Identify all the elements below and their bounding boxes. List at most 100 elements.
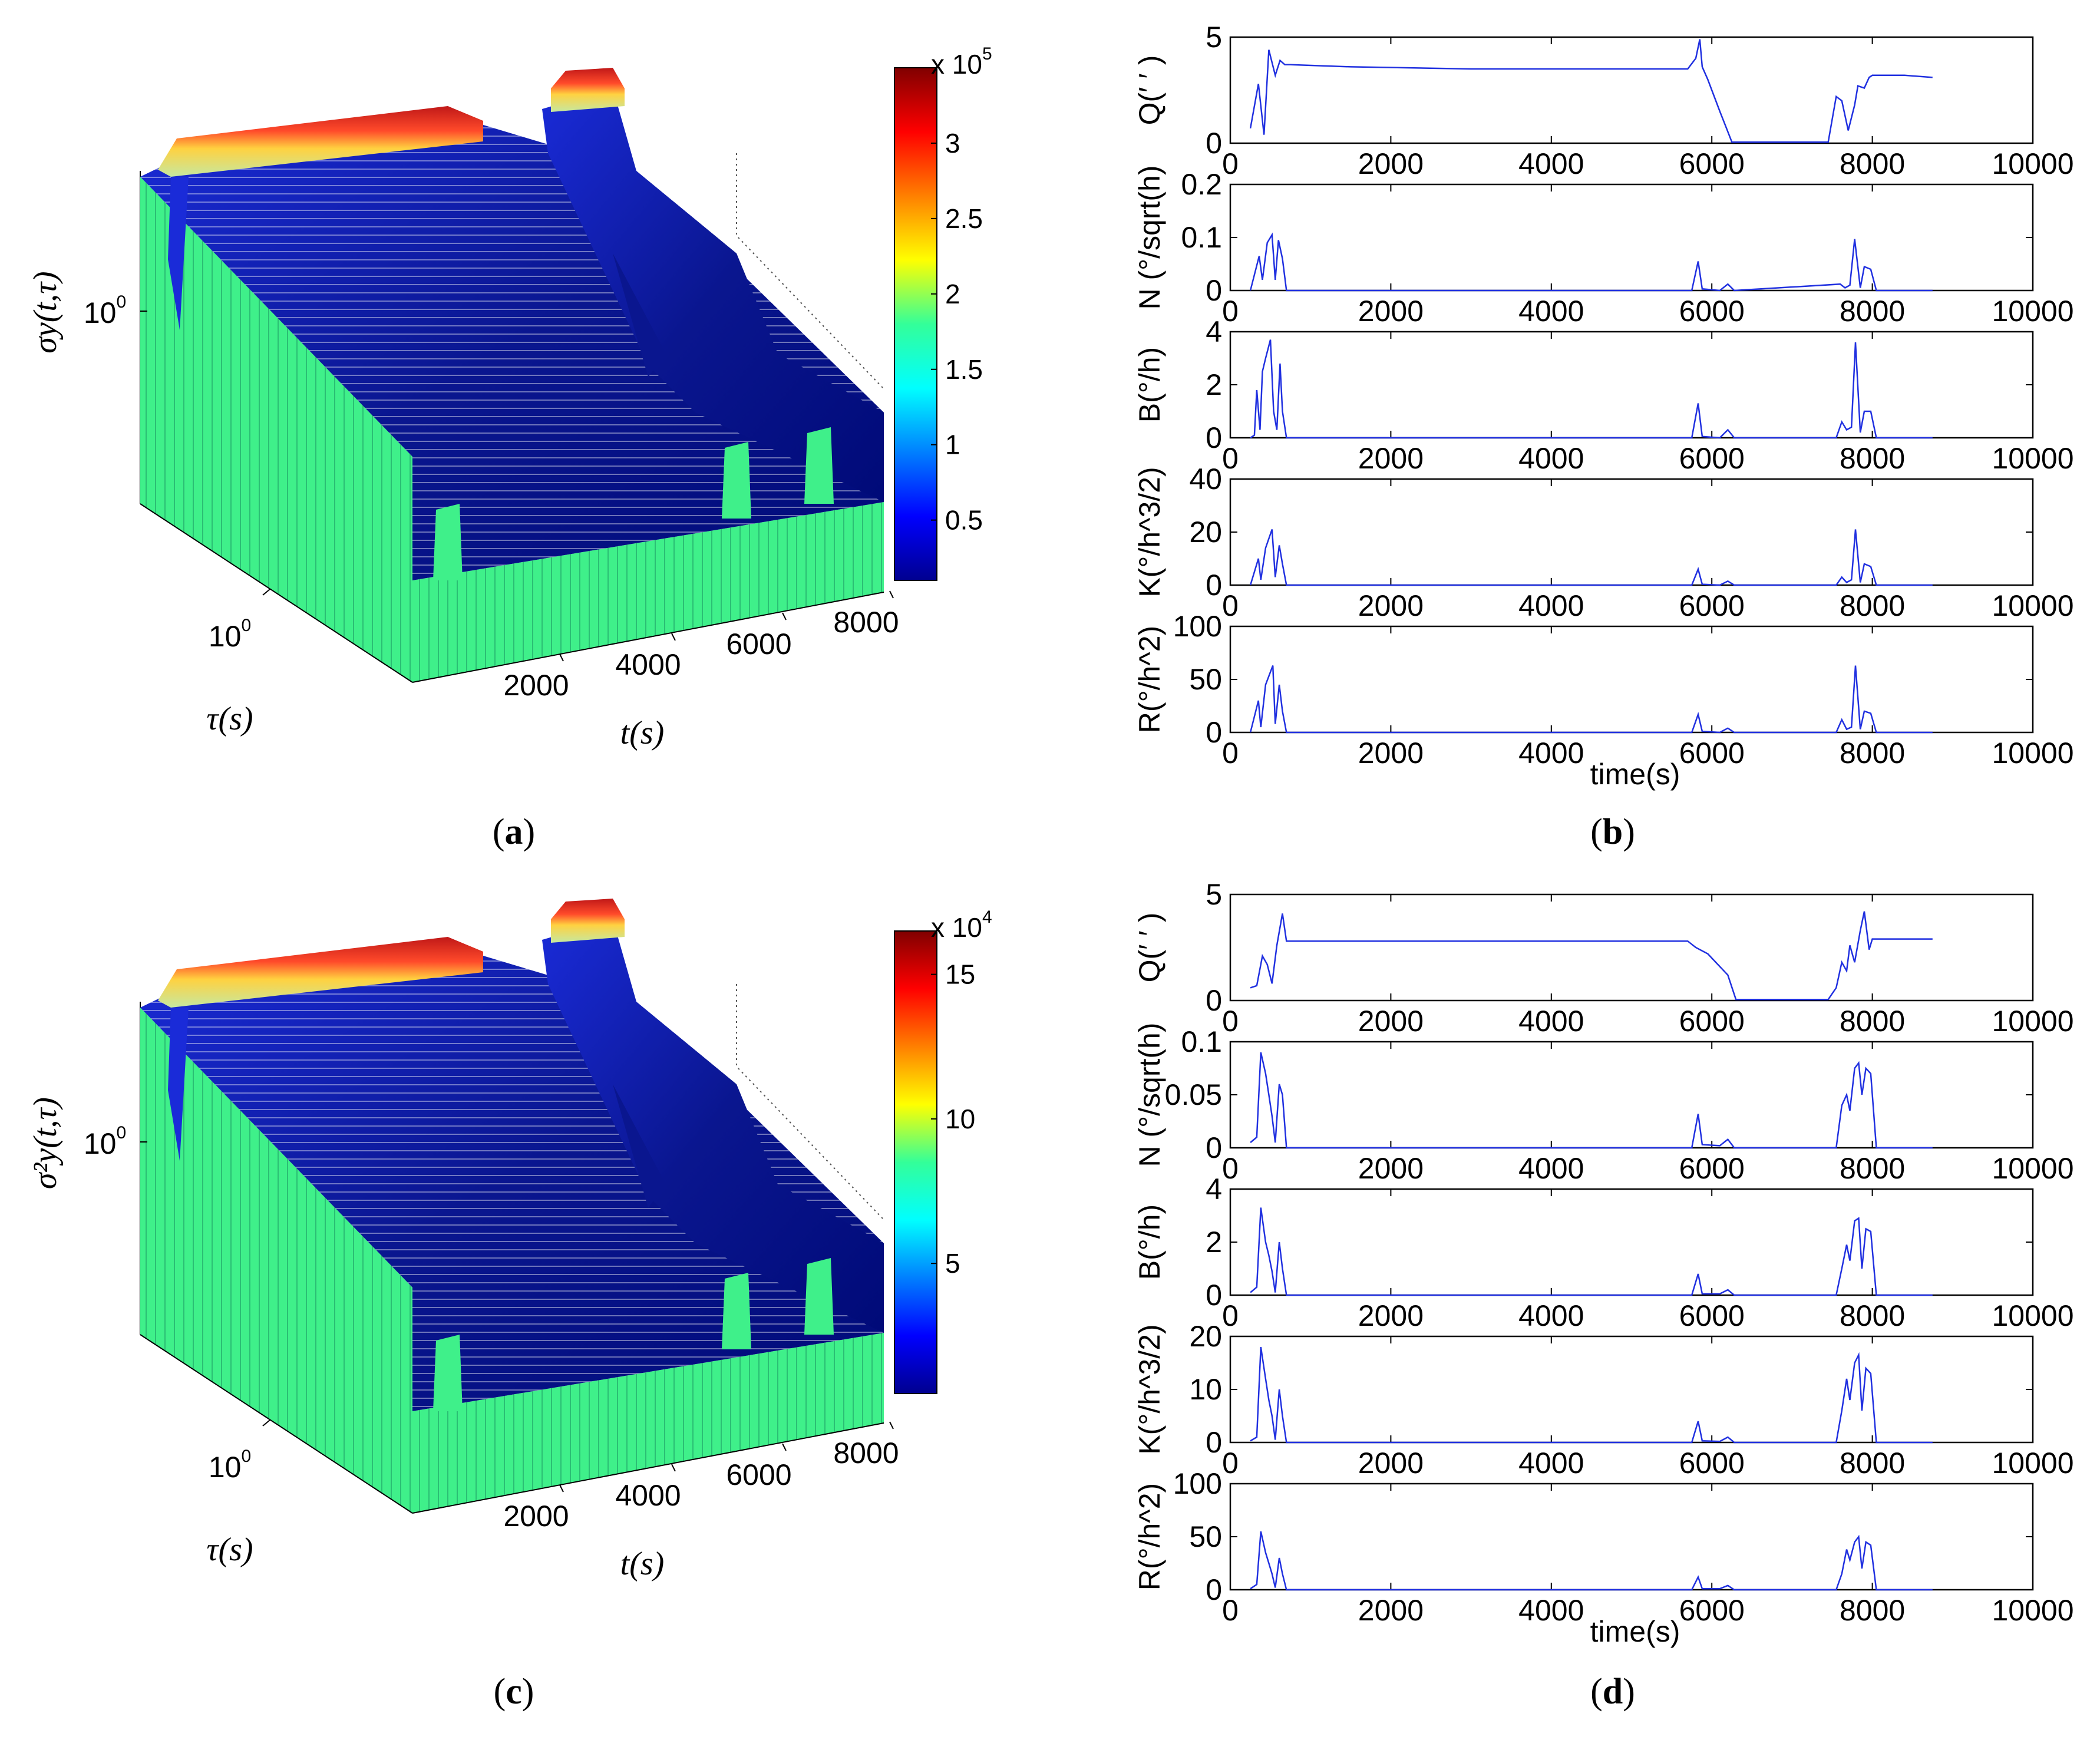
subplot-frame [1229, 1188, 2034, 1296]
y-tick-label: 50 [1189, 1520, 1222, 1553]
x-tick-label: 6000 [1679, 1447, 1745, 1480]
subplot-frame [1229, 1483, 2034, 1591]
t-tick [782, 612, 787, 620]
x-tick-label: 0 [1222, 1005, 1239, 1038]
series-line [1249, 665, 1933, 734]
caption-d: (d) [1590, 1672, 1635, 1712]
x-tick-label: 0 [1222, 1299, 1239, 1332]
tau-tick-label-exp: 0 [241, 616, 251, 635]
surface-top-band [158, 106, 483, 177]
surface-green-wall [140, 1008, 412, 1513]
x-tick-label: 2000 [1358, 737, 1424, 770]
z-tick-label: 100 [84, 292, 126, 329]
y-axis-label: R(°/h^2) [1133, 1483, 1166, 1590]
t-tick-label: 4000 [615, 648, 681, 681]
y-tick-label: 0 [1206, 716, 1222, 749]
x-tick-label: 10000 [1992, 1299, 2073, 1332]
x-tick-label: 6000 [1679, 589, 1745, 622]
y-tick-label: 0.1 [1181, 1025, 1222, 1058]
guide-dotted-line [736, 153, 884, 389]
y-tick-label: 4 [1206, 1173, 1222, 1206]
y-tick-label: 0 [1206, 274, 1222, 307]
series-line [1249, 39, 1933, 143]
x-tick-label: 0 [1222, 295, 1239, 328]
x-tick-label: 6000 [1679, 295, 1745, 328]
colorbar-tick-label: 10 [945, 1104, 975, 1134]
x-tick-label: 10000 [1992, 295, 2073, 328]
surface-green-spike [433, 504, 463, 580]
y-tick-label: 0.1 [1181, 221, 1222, 254]
colorbar-multiplier-base: x 10 [931, 912, 982, 943]
surface-green-spike [804, 427, 834, 504]
x-tick-label: 10000 [1992, 1447, 2073, 1480]
y-axis-label: B(°/h) [1133, 347, 1166, 422]
x-tick-label: 4000 [1518, 589, 1584, 622]
y-axis-label: B(°/h) [1133, 1204, 1166, 1280]
surface-green-front [412, 1333, 884, 1513]
t-tick-label: 4000 [615, 1479, 681, 1512]
y-axis-label: K(°/h^3/2) [1133, 1324, 1166, 1454]
x-tick-label: 8000 [1840, 147, 1905, 180]
y-tick-label: 100 [1173, 1467, 1222, 1500]
series-line [1250, 1052, 1933, 1149]
x-tick-label: 8000 [1840, 589, 1905, 622]
t-tick-label: 6000 [726, 628, 791, 661]
colorbar-tick-label: 1.5 [945, 354, 983, 385]
y-tick-label: 2 [1206, 368, 1222, 401]
x-tick-label: 10000 [1992, 1005, 2073, 1038]
subplot-frame [1229, 36, 2034, 144]
x-tick-label: 6000 [1679, 147, 1745, 180]
series-line [1250, 339, 1933, 439]
x-tick-label: 10000 [1992, 1594, 2073, 1627]
t-tick-label: 6000 [726, 1458, 791, 1491]
colorbar-tick-label: 15 [945, 959, 975, 990]
t-tick [671, 1464, 676, 1472]
y-tick-label: 5 [1206, 878, 1222, 911]
y-tick-label: 0 [1206, 1131, 1222, 1164]
surface-top-band-2 [551, 68, 625, 112]
guide-dotted-line [736, 984, 884, 1220]
x-tick-label: 6000 [1679, 1005, 1745, 1038]
t-tick [782, 1443, 787, 1451]
subplot-frame [1229, 183, 2034, 292]
y-tick-label: 4 [1206, 315, 1222, 348]
y-tick-label: 5 [1206, 21, 1222, 54]
y-axis-label: N (°/sqrt(h) [1133, 1023, 1166, 1167]
caption-b: (b) [1590, 812, 1635, 852]
y-tick-label: 100 [1173, 610, 1222, 643]
series-line [1249, 529, 1933, 586]
y-tick-label: 0 [1206, 1426, 1222, 1459]
colorbar-multiplier: x 104 [931, 907, 992, 943]
series-line [1250, 911, 1933, 1001]
t-tick-label: 2000 [503, 669, 569, 702]
y-tick-label: 0 [1206, 1279, 1222, 1312]
t-tick-label: 8000 [833, 606, 899, 639]
x-tick-label: 8000 [1840, 1447, 1905, 1480]
colorbar-tick-label: 2 [945, 279, 960, 309]
z-tick-label: 100 [84, 1123, 126, 1160]
x-tick-label: 2000 [1358, 147, 1424, 180]
t-axis-label: t(s) [620, 715, 665, 751]
tau-tick-label: 100 [209, 1447, 251, 1484]
series-line [1250, 1207, 1933, 1296]
y-axis-label: Q(′ ′ ) [1133, 913, 1166, 983]
x-tick-label: 6000 [1679, 442, 1745, 475]
x-tick-label: 0 [1222, 737, 1239, 770]
surface-dent [168, 1008, 189, 1161]
colorbar-tick-label: 2.5 [945, 203, 983, 234]
y-tick-label: 0 [1206, 127, 1222, 160]
y-axis-label: Q(′ ′ ) [1133, 55, 1166, 126]
t-tick [889, 1421, 894, 1429]
surface-ridge-2 [542, 88, 884, 502]
surface-green-spike [722, 442, 751, 519]
x-tick-label: 4000 [1518, 147, 1584, 180]
colorbar-multiplier-base: x 10 [931, 49, 982, 80]
x-tick-label: 2000 [1358, 589, 1424, 622]
x-tick-label: 8000 [1840, 1152, 1905, 1185]
z-tick-label-base: 10 [84, 296, 117, 329]
subplot-frame [1229, 625, 2034, 734]
x-tick-label: 6000 [1679, 1594, 1745, 1627]
colorbar-tick-label: 3 [945, 128, 960, 159]
